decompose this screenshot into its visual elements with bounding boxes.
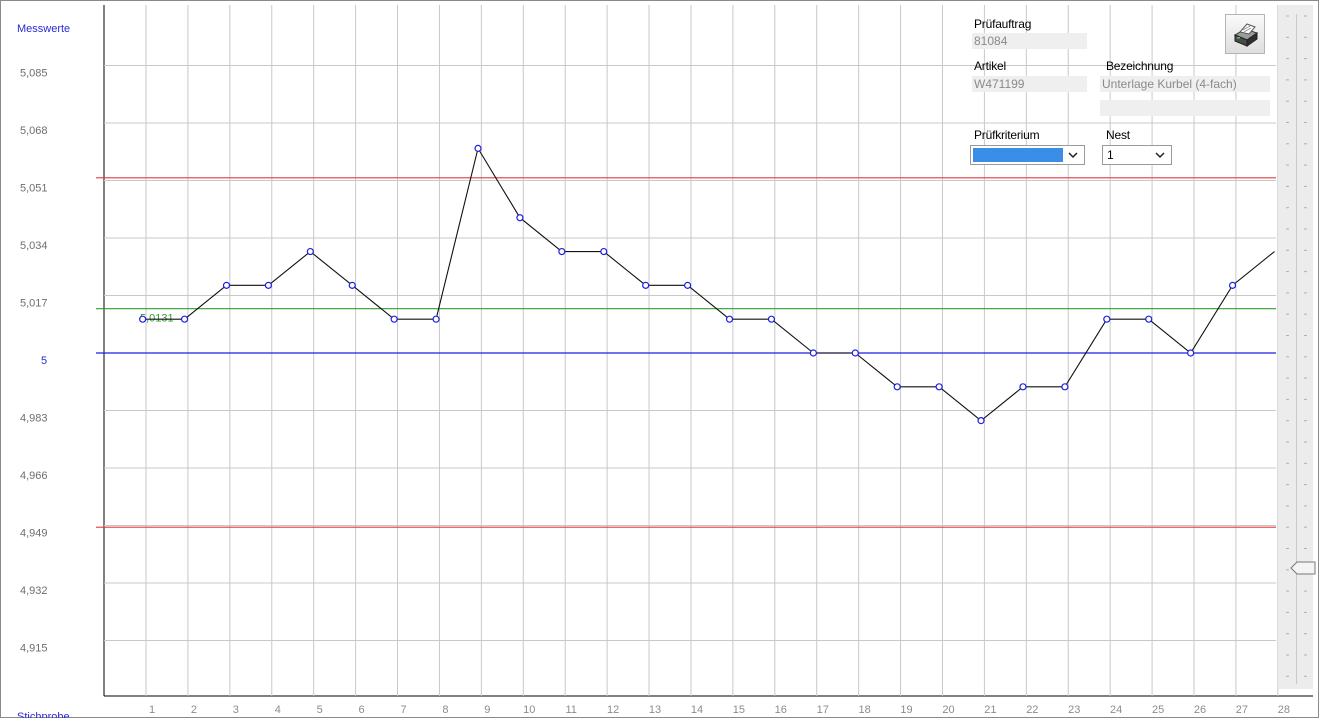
- x-tick-label: 20: [942, 704, 954, 716]
- y-tick-label: 4,915: [20, 642, 48, 654]
- data-point-3: [222, 281, 231, 289]
- x-tick-label: 8: [442, 704, 448, 716]
- x-tick-label: 4: [275, 704, 281, 716]
- data-point-13: [642, 281, 650, 289]
- pruefkriterium-selected-value: [973, 148, 1063, 162]
- artikel-label: Artikel: [974, 59, 1006, 73]
- nest-label: Nest: [1106, 128, 1130, 142]
- x-tick-label: 5: [317, 704, 323, 716]
- nest-selected-value: 1: [1107, 148, 1114, 162]
- y-axis-label: Messwerte: [17, 23, 70, 35]
- x-tick-label: 27: [1236, 704, 1248, 716]
- bezeichnung-field: Unterlage Kurbel (4-fach): [1100, 76, 1270, 92]
- x-tick-label: 1: [149, 704, 155, 716]
- chevron-down-icon[interactable]: [1066, 148, 1080, 162]
- data-point-8: [432, 315, 440, 323]
- data-point-14: [684, 281, 692, 289]
- y-tick-label: 5,051: [20, 183, 48, 195]
- x-tick-label: 13: [649, 704, 661, 716]
- data-point-18: [851, 349, 859, 357]
- x-tick-label: 15: [733, 704, 745, 716]
- bezeichnung-label: Bezeichnung: [1106, 59, 1174, 73]
- data-point-23: [1061, 383, 1069, 391]
- x-axis-label: Stichprobe: [17, 711, 70, 718]
- x-tick-label: 26: [1194, 704, 1206, 716]
- data-point-16: [767, 315, 776, 323]
- data-point-17: [809, 349, 817, 357]
- x-tick-label: 2: [191, 704, 197, 716]
- data-point-22: [1019, 383, 1027, 391]
- data-point-24: [1103, 315, 1111, 323]
- pruefkriterium-select[interactable]: [970, 145, 1085, 165]
- x-tick-label: 10: [523, 704, 535, 716]
- data-point-9: [474, 144, 482, 152]
- data-point-6: [348, 281, 356, 289]
- data-point-26: [1187, 349, 1195, 357]
- zoom-slider-ticks: [1286, 15, 1307, 677]
- x-tick-label: 17: [817, 704, 829, 716]
- x-tick-label: 21: [984, 704, 996, 716]
- x-tick-label: 24: [1110, 704, 1122, 716]
- data-point-11: [558, 247, 566, 256]
- y-tick-label: 4,932: [20, 585, 48, 597]
- bezeichnung-field-2: [1100, 100, 1270, 116]
- printer-icon: [1233, 23, 1259, 47]
- y-tick-label: 5,068: [20, 125, 48, 137]
- x-tick-label: 25: [1152, 704, 1164, 716]
- data-point-19: [893, 383, 901, 391]
- zoom-slider-thumb[interactable]: [1290, 560, 1316, 576]
- data-point-27: [1228, 281, 1237, 289]
- print-button[interactable]: [1225, 14, 1265, 54]
- data-point-25: [1145, 315, 1153, 323]
- data-point-10: [516, 214, 524, 222]
- data-point-4: [264, 281, 273, 289]
- series-line: [142, 146, 1275, 422]
- data-point-1: [139, 315, 147, 323]
- y-tick-label: 5,085: [20, 68, 48, 80]
- y-tick-label: 5,034: [20, 240, 48, 252]
- chevron-down-icon[interactable]: [1153, 148, 1167, 162]
- y-tick-label: 4,966: [20, 470, 48, 482]
- x-tick-label: 19: [900, 704, 912, 716]
- x-tick-label: 28: [1278, 704, 1290, 716]
- x-tick-label: 9: [484, 704, 490, 716]
- y-tick-label: 5,017: [20, 298, 48, 310]
- x-tick-label: 18: [859, 704, 871, 716]
- x-tick-label: 16: [775, 704, 787, 716]
- x-tick-label: 6: [359, 704, 365, 716]
- x-tick-label: 3: [233, 704, 239, 716]
- y-tick-label: 4,983: [20, 412, 48, 424]
- nest-select[interactable]: 1: [1102, 145, 1172, 165]
- x-tick-label: 22: [1026, 704, 1038, 716]
- y-tick-label: 4,949: [20, 527, 48, 539]
- zoom-slider-rail: [1296, 14, 1297, 684]
- x-tick-label: 11: [565, 704, 576, 716]
- artikel-field: W471199: [972, 76, 1087, 92]
- data-point-15: [725, 315, 734, 323]
- data-point-7: [390, 315, 398, 323]
- y-tick-label: 5: [41, 355, 47, 367]
- x-tick-label: 7: [400, 704, 406, 716]
- data-point-5: [306, 247, 314, 256]
- x-tick-label: 14: [691, 704, 703, 716]
- pruefauftrag-label: Prüfauftrag: [974, 17, 1032, 31]
- data-point-2: [180, 315, 189, 323]
- data-point-21: [977, 417, 985, 425]
- x-tick-label: 23: [1068, 704, 1080, 716]
- data-point-20: [935, 383, 943, 391]
- pruefkriterium-label: Prüfkriterium: [974, 128, 1040, 142]
- pruefauftrag-field: 81084: [972, 33, 1087, 49]
- x-tick-label: 12: [607, 704, 619, 716]
- data-point-12: [600, 247, 608, 256]
